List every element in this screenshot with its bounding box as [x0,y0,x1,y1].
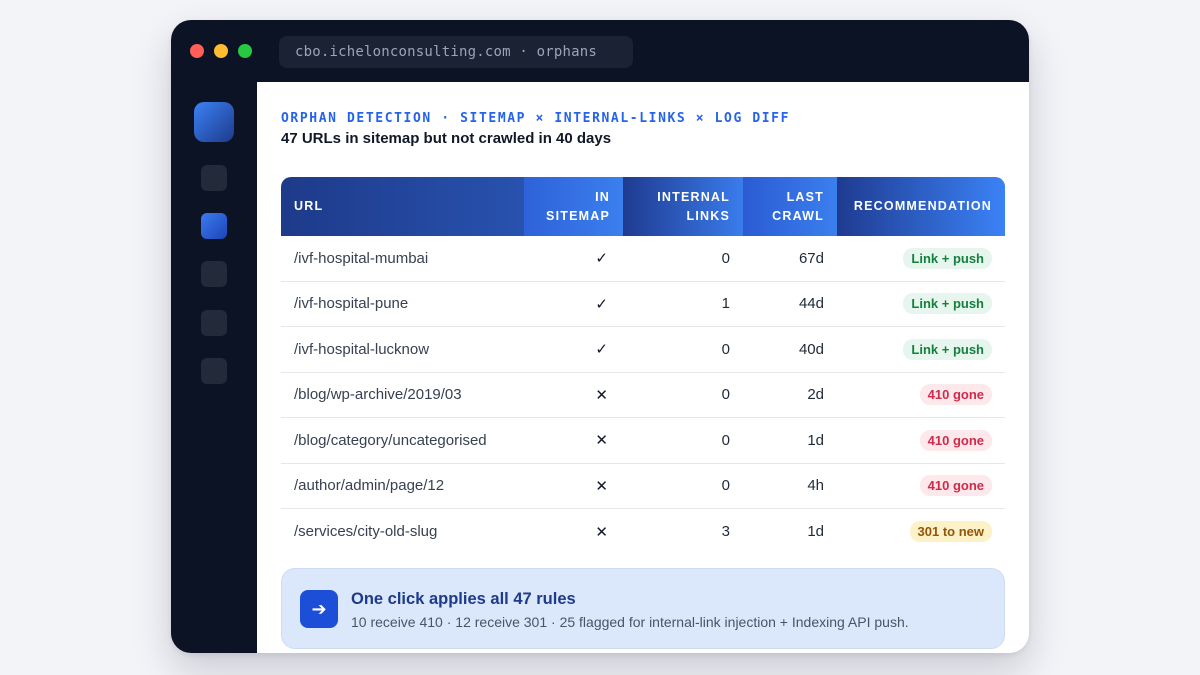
url-cell[interactable]: /author/admin/page/12 [294,477,445,495]
last-crawl-cell: 2d [807,386,824,404]
maximize-window-button[interactable] [238,44,252,58]
app-logo[interactable] [194,102,234,142]
table-row[interactable]: /services/city-old-slug ✕ 3 1d 301 to new [281,509,1005,555]
recommendation-badge[interactable]: 410 gone [919,475,992,497]
close-window-button[interactable] [190,44,204,58]
recommendation-cell: 410 gone [837,429,1005,451]
url-cell[interactable]: /blog/category/uncategorised [294,431,487,449]
internal-links-cell: 3 [721,523,730,541]
url-cell[interactable]: /ivf-hospital-mumbai [294,249,429,267]
internal-links-cell: 0 [721,249,730,267]
app-window: cbo.ichelonconsulting.com · orphans ORPH… [171,20,1029,653]
table-header: URL IN SITEMAP INTERNAL LINKS LAST CRAWL RE… [281,177,1005,236]
internal-links-cell: 0 [721,340,730,358]
sidebar-item-2-active[interactable] [201,213,227,239]
internal-links-cell: 1 [721,295,730,313]
column-header-recommendation[interactable]: RECOMMENDATION [837,177,1005,236]
section-eyebrow: ORPHAN DETECTION · SITEMAP × INTERNAL-LI… [281,111,791,126]
arrow-right-icon[interactable]: ➔ [300,590,338,628]
table-row[interactable]: /blog/category/uncategorised ✕ 0 1d 410 gone [281,418,1005,464]
recommendation-badge[interactable]: Link + push [903,247,992,269]
check-icon: ✓ [595,340,608,359]
url-cell[interactable]: /ivf-hospital-pune [294,295,409,313]
internal-links-cell: 0 [721,477,730,495]
recommendation-badge[interactable]: Link + push [903,293,992,315]
cross-icon: ✕ [595,476,608,495]
recommendation-badge[interactable]: 410 gone [919,384,992,406]
table-row[interactable]: /ivf-hospital-mumbai ✓ 0 67d Link + push [281,236,1005,282]
callout-title: One click applies all 47 rules [351,590,576,608]
recommendation-cell: 410 gone [837,475,1005,497]
cross-icon: ✕ [595,431,608,450]
check-icon: ✓ [595,249,608,268]
last-crawl-cell: 67d [798,249,824,267]
table-row[interactable]: /blog/wp-archive/2019/03 ✕ 0 2d 410 gone [281,373,1005,418]
recommendation-cell: 410 gone [837,384,1005,406]
address-bar[interactable]: cbo.ichelonconsulting.com · orphans [279,36,633,68]
sidebar-item-1[interactable] [201,165,227,191]
column-header-in-sitemap[interactable]: IN SITEMAP [524,177,623,236]
last-crawl-cell: 1d [807,431,824,449]
title-bar: cbo.ichelonconsulting.com · orphans [171,20,1029,82]
callout-text: 10 receive 410 · 12 receive 301 · 25 fla… [351,614,909,630]
sidebar [171,82,257,653]
recommendation-cell: 301 to new [837,521,1005,543]
recommendation-cell: Link + push [837,247,1005,269]
sidebar-item-3[interactable] [201,261,227,287]
recommendation-badge[interactable]: Link + push [903,338,992,360]
minimize-window-button[interactable] [214,44,228,58]
url-cell[interactable]: /blog/wp-archive/2019/03 [294,386,462,404]
internal-links-cell: 0 [721,386,730,404]
sidebar-item-5[interactable] [201,358,227,384]
cross-icon: ✕ [595,385,608,404]
last-crawl-cell: 40d [798,340,824,358]
internal-links-cell: 0 [721,431,730,449]
sidebar-item-4[interactable] [201,310,227,336]
table-row[interactable]: /ivf-hospital-lucknow ✓ 0 40d Link + push [281,327,1005,373]
column-header-last-crawl[interactable]: LAST CRAWL [743,177,837,236]
last-crawl-cell: 1d [807,523,824,541]
last-crawl-cell: 4h [807,477,824,495]
table-row[interactable]: /ivf-hospital-pune ✓ 1 44d Link + push [281,282,1005,327]
cross-icon: ✕ [595,522,608,541]
table-row[interactable]: /author/admin/page/12 ✕ 0 4h 410 gone [281,464,1005,509]
recommendation-badge[interactable]: 410 gone [919,429,992,451]
orphans-table: URL IN SITEMAP INTERNAL LINKS LAST CRAWL RE… [281,177,1005,555]
main-panel: ORPHAN DETECTION · SITEMAP × INTERNAL-LI… [257,82,1029,653]
url-cell[interactable]: /ivf-hospital-lucknow [294,340,430,358]
last-crawl-cell: 44d [798,295,824,313]
check-icon: ✓ [595,294,608,313]
table-body: /ivf-hospital-mumbai ✓ 0 67d Link + push/ivf… [281,236,1005,555]
column-header-url[interactable]: URL [294,199,324,213]
apply-rules-callout[interactable]: ➔ One click applies all 47 rules 10 rece… [281,568,1005,649]
recommendation-cell: Link + push [837,338,1005,360]
recommendation-badge[interactable]: 301 to new [909,521,992,543]
url-cell[interactable]: /services/city-old-slug [294,523,438,541]
recommendation-cell: Link + push [837,293,1005,315]
page-title: 47 URLs in sitemap but not crawled in 40… [281,130,612,147]
column-header-internal-links[interactable]: INTERNAL LINKS [623,177,743,236]
